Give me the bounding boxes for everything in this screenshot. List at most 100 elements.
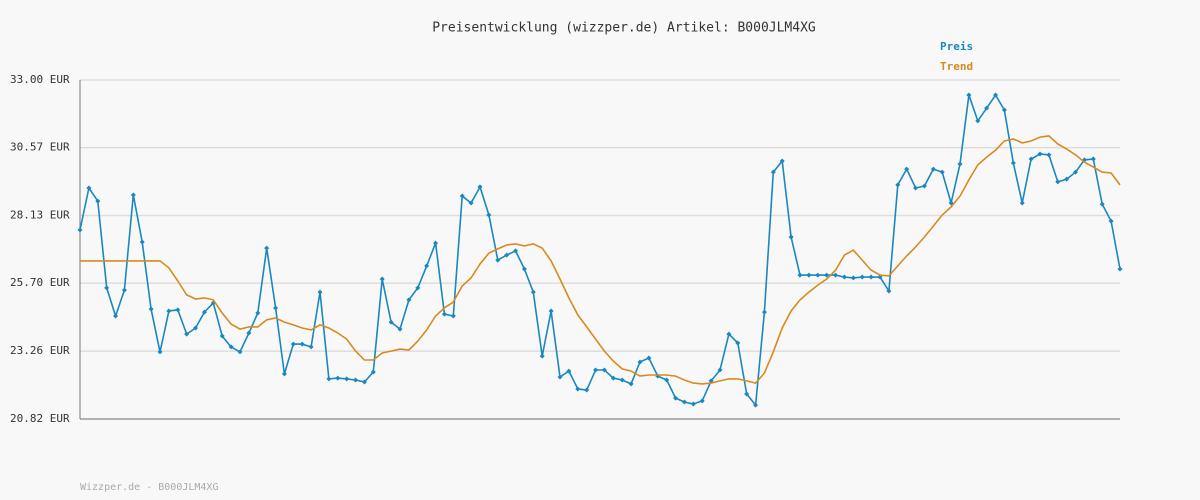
point-marker xyxy=(228,344,234,350)
point-marker xyxy=(424,263,430,269)
point-marker xyxy=(281,371,287,377)
point-marker xyxy=(593,367,599,373)
point-marker xyxy=(477,184,483,190)
point-marker xyxy=(548,308,554,314)
point-marker xyxy=(601,367,607,373)
point-marker xyxy=(646,355,652,361)
point-marker xyxy=(237,349,243,355)
point-marker xyxy=(486,212,492,218)
point-marker xyxy=(886,288,892,294)
point-marker xyxy=(628,381,634,387)
point-marker xyxy=(388,319,394,325)
point-marker xyxy=(557,374,563,380)
point-marker xyxy=(513,248,519,254)
point-marker xyxy=(86,185,92,191)
point-marker xyxy=(850,275,856,281)
point-marker xyxy=(184,331,190,337)
point-marker xyxy=(441,311,447,317)
point-marker xyxy=(521,266,527,272)
point-marker xyxy=(770,169,776,175)
point-marker xyxy=(921,183,927,189)
point-marker xyxy=(459,193,465,199)
point-marker xyxy=(779,158,785,164)
series-line xyxy=(79,93,1121,408)
point-marker xyxy=(113,313,119,319)
point-marker xyxy=(975,118,981,124)
chart-title: Preisentwicklung (wizzper.de) Artikel: B… xyxy=(432,21,816,36)
point-marker xyxy=(326,376,332,382)
point-marker xyxy=(308,344,314,350)
point-marker xyxy=(841,274,847,280)
point-marker xyxy=(361,379,367,385)
legend-label: Preis xyxy=(940,40,973,53)
point-marker xyxy=(637,359,643,365)
point-marker xyxy=(681,399,687,405)
point-marker xyxy=(166,308,172,314)
point-marker xyxy=(913,185,919,191)
y-tick-label: 25.70 EUR xyxy=(10,276,70,289)
point-marker xyxy=(157,349,163,355)
point-marker xyxy=(1019,200,1025,206)
point-marker xyxy=(761,309,767,315)
point-marker xyxy=(264,245,270,251)
point-marker xyxy=(1090,156,1096,162)
point-marker xyxy=(619,377,625,383)
point-marker xyxy=(1001,107,1007,113)
point-marker xyxy=(353,377,359,383)
point-marker xyxy=(993,92,999,98)
point-marker xyxy=(690,401,696,407)
y-tick-label: 33.00 EUR xyxy=(10,73,70,86)
point-marker xyxy=(504,252,510,258)
point-marker xyxy=(833,272,839,278)
point-marker xyxy=(246,330,252,336)
point-marker xyxy=(95,198,101,204)
y-tick-label: 20.82 EUR xyxy=(10,412,70,425)
point-marker xyxy=(335,375,341,381)
point-marker xyxy=(753,402,759,408)
point-marker xyxy=(121,287,127,293)
point-marker xyxy=(824,272,830,278)
point-marker xyxy=(939,169,945,175)
point-marker xyxy=(539,353,545,359)
point-marker xyxy=(148,306,154,312)
point-marker xyxy=(735,340,741,346)
point-marker xyxy=(575,386,581,392)
point-marker xyxy=(530,289,536,295)
point-marker xyxy=(273,305,279,311)
y-tick-label: 28.13 EUR xyxy=(10,209,70,222)
point-marker xyxy=(139,239,145,245)
point-marker xyxy=(193,325,199,331)
y-tick-label: 30.57 EUR xyxy=(10,141,70,154)
y-tick-label: 23.26 EUR xyxy=(10,344,70,357)
point-marker xyxy=(815,272,821,278)
point-marker xyxy=(797,272,803,278)
point-marker xyxy=(895,182,901,188)
point-marker xyxy=(104,285,110,291)
point-marker xyxy=(984,105,990,111)
point-marker xyxy=(468,200,474,206)
point-marker xyxy=(1010,160,1016,166)
point-marker xyxy=(495,257,501,263)
point-marker xyxy=(290,341,296,347)
point-marker xyxy=(1117,266,1123,272)
point-marker xyxy=(966,92,972,98)
point-marker xyxy=(957,161,963,167)
point-marker xyxy=(344,376,350,382)
point-marker xyxy=(77,227,83,233)
series-line xyxy=(80,135,1121,385)
point-marker xyxy=(175,307,181,313)
point-marker xyxy=(744,391,750,397)
legend-label: Trend xyxy=(940,60,973,73)
point-marker xyxy=(1028,156,1034,162)
point-marker xyxy=(299,341,305,347)
point-marker xyxy=(255,310,261,316)
footer: Wizzper.de - B000JLM4XG xyxy=(80,482,218,493)
point-marker xyxy=(130,192,136,198)
point-marker xyxy=(219,333,225,339)
point-marker xyxy=(806,272,812,278)
point-marker xyxy=(788,234,794,240)
point-marker xyxy=(726,331,732,337)
point-marker xyxy=(717,367,723,373)
